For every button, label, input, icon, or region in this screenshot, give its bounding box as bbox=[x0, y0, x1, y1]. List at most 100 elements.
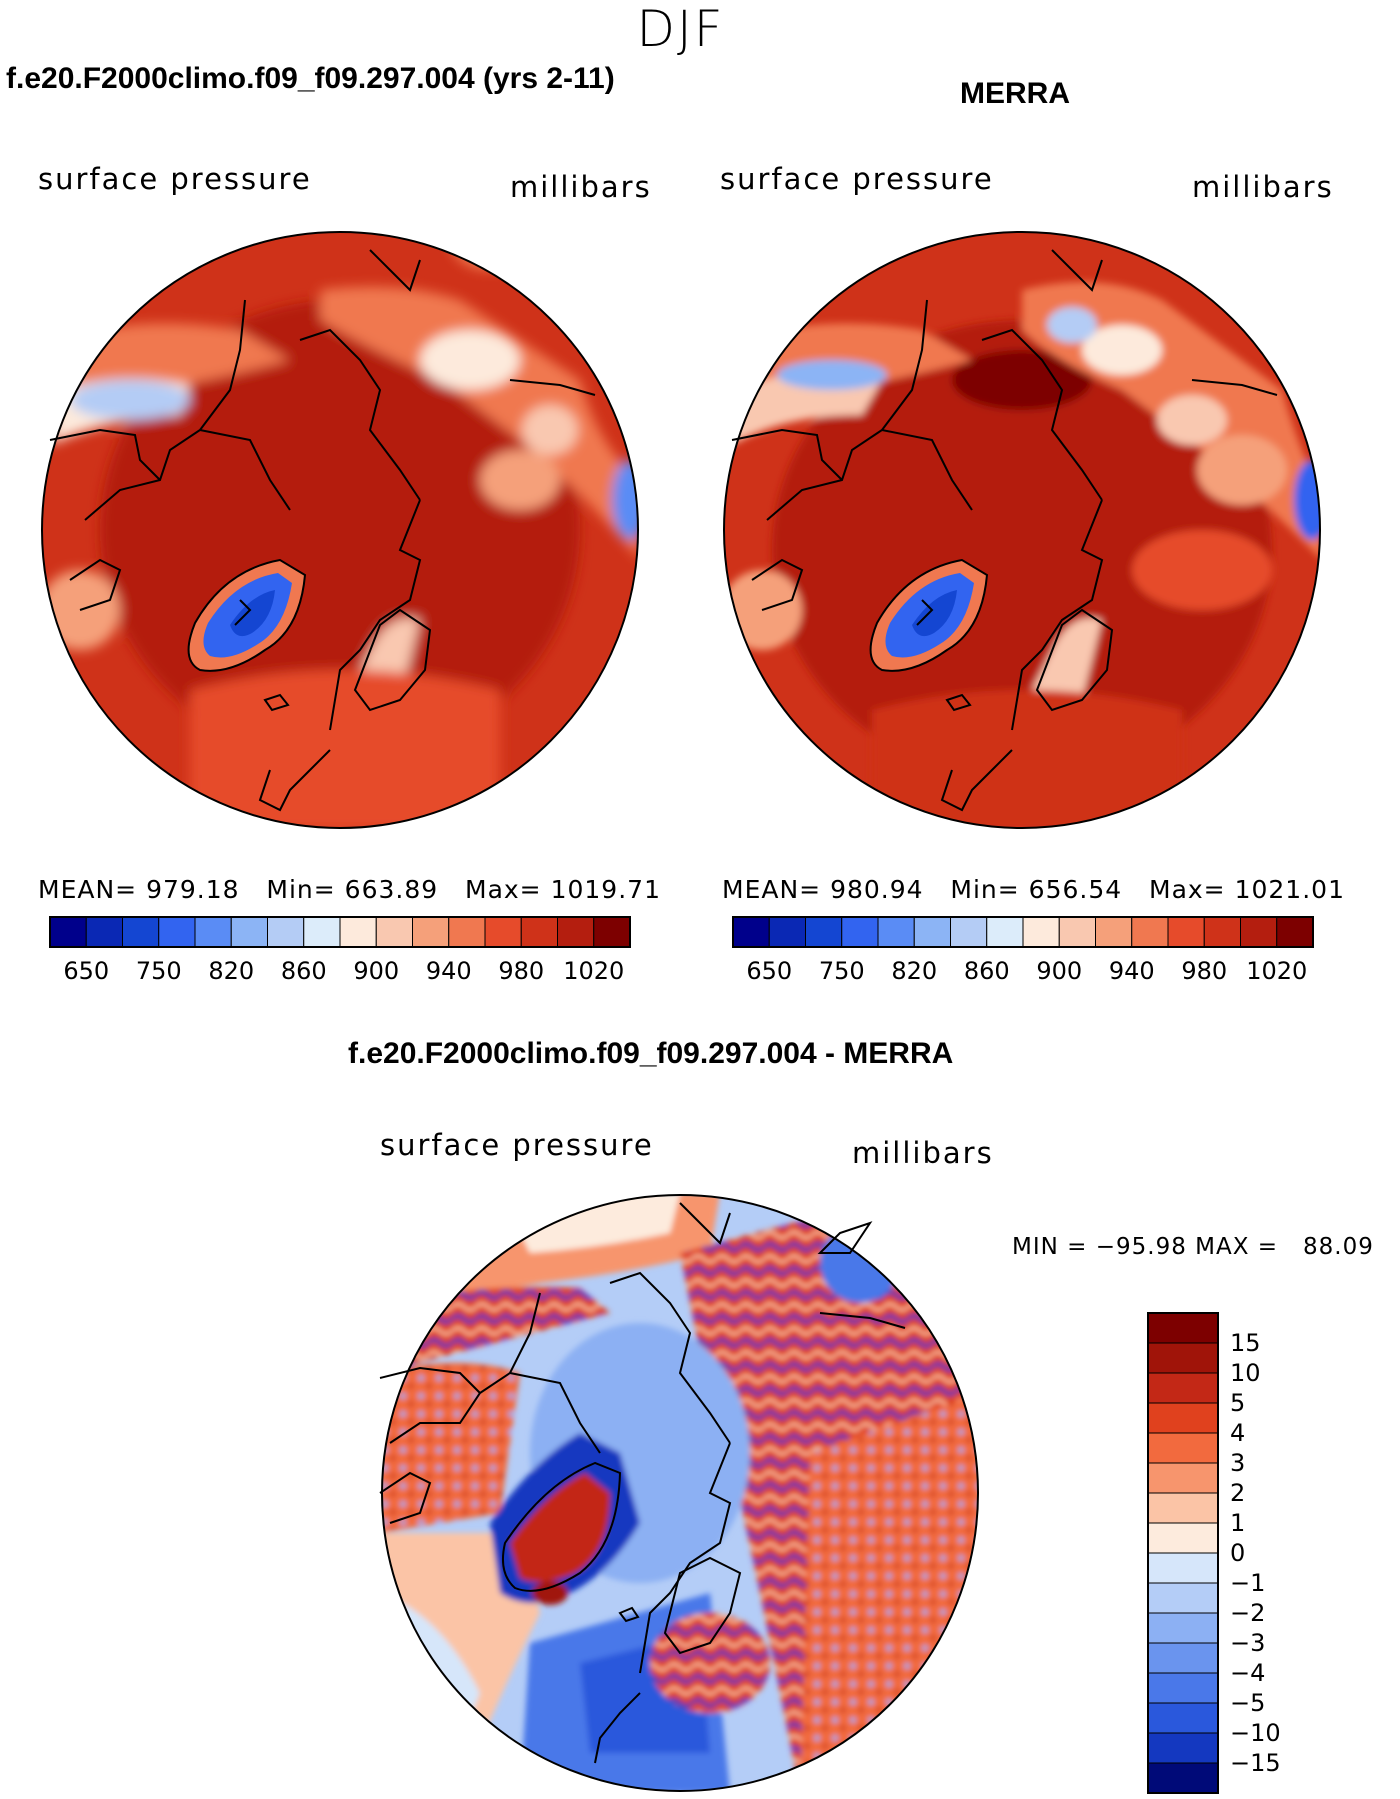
panel2-colorbar-swatch bbox=[950, 916, 988, 948]
diff-colorbar-tick-label: 5 bbox=[1230, 1389, 1246, 1417]
panel1-colorbar-swatch bbox=[194, 916, 232, 948]
panel1-max-value: 1019.71 bbox=[550, 875, 661, 904]
diff-colorbar-swatch bbox=[1147, 1492, 1219, 1524]
panel1-colorbar-swatch bbox=[49, 916, 87, 948]
panel2-colorbar-swatch bbox=[986, 916, 1024, 948]
panel2-max-value: 1021.01 bbox=[1234, 875, 1345, 904]
panel1-colorbar-tick-label: 980 bbox=[498, 957, 545, 985]
panel2-colorbar-swatch bbox=[1240, 916, 1278, 948]
diff-colorbar-tick-label: 3 bbox=[1230, 1449, 1246, 1477]
panel1-colorbar-swatch bbox=[557, 916, 595, 948]
panel2-min-label: Min= bbox=[950, 875, 1020, 904]
panel2-colorbar-frame bbox=[732, 916, 1314, 948]
panel1-colorbar-frame bbox=[49, 916, 631, 948]
panel1-colorbar-tick-label: 860 bbox=[280, 957, 327, 985]
panel1-max-label: Max= bbox=[465, 875, 542, 904]
diff-colorbar-swatch bbox=[1147, 1582, 1219, 1614]
panel1-colorbar-tick-label: 940 bbox=[425, 957, 472, 985]
diff-colorbar-frame bbox=[1147, 1312, 1219, 1794]
panel2-colorbar-swatch bbox=[1131, 916, 1169, 948]
panel1-colorbar-tick-label: 1020 bbox=[563, 957, 625, 985]
panel1-colorbar-ticks: 650 750 820 860 900 940 980 1020 bbox=[50, 957, 630, 989]
diff-colorbar-swatch bbox=[1147, 1342, 1219, 1374]
panel1-colorbar-swatch bbox=[230, 916, 268, 948]
diff-colorbar-tick-label: −1 bbox=[1230, 1569, 1266, 1597]
panel2-mean-label: MEAN= bbox=[722, 875, 822, 904]
panel1-colorbar-swatch bbox=[375, 916, 413, 948]
panel1-colorbar-swatch bbox=[339, 916, 377, 948]
panel2-colorbar-ticks: 650 750 820 860 900 940 980 1020 bbox=[733, 957, 1313, 989]
panel1-map bbox=[41, 231, 639, 829]
panel2-colorbar-tick-label: 750 bbox=[818, 957, 865, 985]
diff-colorbar-swatch bbox=[1147, 1642, 1219, 1674]
diff-colorbar-tick-label: 1 bbox=[1230, 1509, 1246, 1537]
panel1-mean-value: 979.18 bbox=[146, 875, 240, 904]
panel2-colorbar-swatch bbox=[805, 916, 843, 948]
panel2-colorbar-tick-label: 650 bbox=[746, 957, 793, 985]
panel1-colorbar-tick-label: 820 bbox=[208, 957, 255, 985]
panel2-variable-label: surface pressure bbox=[720, 162, 994, 196]
panel1-stats: MEAN= 979.18 Min= 663.89 Max= 1019.71 bbox=[38, 875, 661, 904]
panel2-colorbar-tick-label: 940 bbox=[1108, 957, 1155, 985]
diff-colorbar-ticks: 15 10 5 4 3 2 1 0 −1 −2 −3 −4 −5 −10 −15 bbox=[1230, 1313, 1310, 1793]
panel1-colorbar-swatch bbox=[158, 916, 196, 948]
panel1-min-label: Min= bbox=[266, 875, 336, 904]
panel1-colorbar-swatch bbox=[412, 916, 450, 948]
diff-colorbar-tick-label: −2 bbox=[1230, 1599, 1266, 1627]
diff-colorbar-tick-label: 10 bbox=[1230, 1359, 1261, 1387]
panel1-colorbar-swatch bbox=[267, 916, 305, 948]
panel2-case-title: MERRA bbox=[960, 77, 1070, 110]
panel1-colorbar-tick-label: 650 bbox=[63, 957, 110, 985]
panel2-colorbar-swatch bbox=[732, 916, 770, 948]
panel1-colorbar bbox=[49, 916, 631, 948]
panel1-colorbar-swatch bbox=[85, 916, 123, 948]
diff-colorbar-swatch bbox=[1147, 1552, 1219, 1584]
diff-colorbar-swatch bbox=[1147, 1522, 1219, 1554]
diff-colorbar-tick-label: 4 bbox=[1230, 1419, 1246, 1447]
diff-colorbar-swatch bbox=[1147, 1612, 1219, 1644]
diff-colorbar-swatch bbox=[1147, 1462, 1219, 1494]
diff-map bbox=[379, 1194, 979, 1792]
diff-colorbar-tick-label: −15 bbox=[1230, 1749, 1281, 1777]
diff-colorbar-tick-label: 15 bbox=[1230, 1329, 1261, 1357]
panel1-colorbar-swatch bbox=[303, 916, 341, 948]
panel1-variable-label: surface pressure bbox=[38, 162, 312, 196]
panel1-colorbar-swatch bbox=[122, 916, 160, 948]
panel1-colorbar-swatch bbox=[484, 916, 522, 948]
diff-minmax: MIN = −95.98 MAX = 88.09 bbox=[1012, 1234, 1374, 1260]
diff-colorbar-tick-label: −3 bbox=[1230, 1629, 1266, 1657]
diff-colorbar-tick-label: −4 bbox=[1230, 1659, 1266, 1687]
panel2-colorbar bbox=[732, 916, 1314, 948]
diff-colorbar-swatch bbox=[1147, 1372, 1219, 1404]
diff-colorbar-swatch bbox=[1147, 1432, 1219, 1464]
panel1-min-value: 663.89 bbox=[344, 875, 439, 904]
diff-colorbar-swatch bbox=[1147, 1702, 1219, 1734]
panel1-colorbar-swatch bbox=[448, 916, 486, 948]
panel2-colorbar-swatch bbox=[1276, 916, 1314, 948]
panel2-colorbar-swatch bbox=[1203, 916, 1241, 948]
panel2-colorbar-swatch bbox=[877, 916, 915, 948]
panel2-colorbar-tick-label: 860 bbox=[963, 957, 1010, 985]
panel2-colorbar-swatch bbox=[841, 916, 879, 948]
diff-colorbar-tick-label: 2 bbox=[1230, 1479, 1246, 1507]
diff-colorbar-tick-label: −5 bbox=[1230, 1689, 1266, 1717]
panel1-colorbar-tick-label: 900 bbox=[353, 957, 400, 985]
panel2-colorbar-tick-label: 900 bbox=[1036, 957, 1083, 985]
panel2-colorbar-swatch bbox=[1167, 916, 1205, 948]
panel2-colorbar-swatch bbox=[913, 916, 951, 948]
panel2-mean-value: 980.94 bbox=[830, 875, 924, 904]
diff-colorbar-swatch bbox=[1147, 1732, 1219, 1764]
panel2-colorbar-swatch bbox=[768, 916, 806, 948]
panel1-units-label: millibars bbox=[510, 170, 652, 204]
panel2-map bbox=[723, 231, 1321, 829]
panel2-max-label: Max= bbox=[1149, 875, 1226, 904]
panel2-colorbar-swatch bbox=[1022, 916, 1060, 948]
diff-colorbar-swatch bbox=[1147, 1762, 1219, 1794]
season-title: DJF bbox=[636, 0, 725, 58]
panel2-stats: MEAN= 980.94 Min= 656.54 Max= 1021.01 bbox=[722, 875, 1345, 904]
diff-colorbar bbox=[1147, 1312, 1219, 1794]
diff-colorbar-swatch bbox=[1147, 1402, 1219, 1434]
panel2-colorbar-swatch bbox=[1095, 916, 1133, 948]
panel2-colorbar-tick-label: 820 bbox=[891, 957, 938, 985]
panel1-colorbar-swatch bbox=[593, 916, 631, 948]
